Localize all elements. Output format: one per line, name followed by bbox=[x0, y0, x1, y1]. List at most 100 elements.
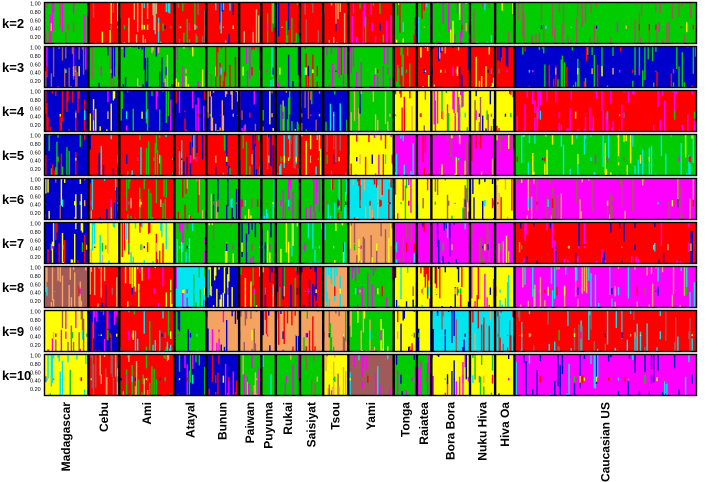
admixture-spike bbox=[539, 110, 542, 120]
admixture-spike bbox=[351, 266, 354, 279]
admixture-spike bbox=[491, 198, 494, 209]
admixture-spike bbox=[120, 377, 122, 381]
dominant-cluster-fill bbox=[174, 46, 207, 88]
admixture-spike bbox=[405, 390, 408, 396]
population-frame bbox=[206, 133, 240, 177]
admixture-spike bbox=[107, 330, 109, 341]
admixture-spike bbox=[384, 134, 387, 149]
admixture-spike bbox=[437, 41, 440, 44]
population-frame bbox=[43, 45, 89, 89]
dominant-cluster-fill bbox=[416, 2, 432, 44]
population-block bbox=[261, 310, 277, 352]
admixture-spike bbox=[521, 321, 523, 352]
admixture-spike bbox=[91, 178, 94, 210]
y-tick-label: 1.00 bbox=[30, 46, 41, 52]
admixture-spike bbox=[151, 46, 153, 54]
admixture-spike bbox=[215, 289, 217, 293]
admixture-spike bbox=[189, 332, 192, 338]
admixture-spike bbox=[533, 171, 535, 176]
admixture-spike bbox=[318, 113, 321, 117]
admixture-spike bbox=[291, 17, 293, 44]
population-frame bbox=[275, 177, 301, 221]
admixture-spike bbox=[363, 2, 366, 27]
admixture-spike bbox=[138, 379, 140, 396]
population-block bbox=[299, 310, 324, 352]
admixture-spike bbox=[225, 242, 228, 264]
admixture-spike bbox=[140, 244, 142, 251]
admixture-spike bbox=[185, 251, 187, 264]
admixture-spike bbox=[326, 154, 328, 164]
admixture-spike bbox=[165, 66, 167, 76]
admixture-spike bbox=[335, 2, 337, 27]
admixture-spike bbox=[377, 119, 379, 132]
admixture-spike bbox=[426, 266, 429, 299]
population-frame bbox=[348, 45, 394, 89]
population-block bbox=[431, 178, 471, 220]
admixture-spike bbox=[370, 286, 372, 296]
admixture-spike bbox=[334, 376, 336, 382]
admixture-spike bbox=[425, 2, 428, 8]
admixture-spike bbox=[516, 156, 519, 162]
admixture-spike bbox=[694, 28, 697, 44]
population-frame bbox=[494, 177, 515, 221]
admixture-spike bbox=[451, 310, 453, 343]
admixture-spike bbox=[465, 141, 467, 176]
population-block bbox=[514, 178, 697, 220]
admixture-spike bbox=[46, 66, 48, 77]
admixture-spike bbox=[408, 178, 410, 186]
admixture-spike bbox=[278, 82, 280, 88]
admixture-spike bbox=[616, 134, 619, 138]
admixture-spike bbox=[545, 154, 547, 164]
admixture-spike bbox=[112, 2, 115, 13]
dominant-cluster-fill bbox=[416, 178, 432, 220]
admixture-spike bbox=[499, 337, 501, 352]
admixture-spike bbox=[581, 2, 583, 27]
admixture-spike bbox=[558, 266, 560, 270]
admixture-spike bbox=[176, 69, 179, 73]
admixture-spike bbox=[400, 323, 402, 352]
population-block bbox=[514, 134, 697, 176]
k-label: k=10 bbox=[2, 368, 31, 383]
admixture-spike bbox=[501, 2, 503, 11]
admixture-spike bbox=[107, 310, 109, 330]
admixture-spike bbox=[504, 113, 507, 117]
admixture-spike bbox=[472, 310, 474, 323]
admixture-spike bbox=[442, 310, 444, 317]
admixture-spike bbox=[545, 134, 547, 137]
admixture-spike bbox=[286, 202, 289, 205]
admixture-spike bbox=[543, 25, 545, 44]
admixture-spike bbox=[446, 134, 449, 142]
admixture-spike bbox=[132, 113, 134, 118]
admixture-spike bbox=[142, 34, 144, 44]
admixture-spike bbox=[571, 46, 574, 51]
dominant-cluster-fill bbox=[469, 46, 496, 88]
admixture-spike bbox=[116, 360, 118, 396]
admixture-spike bbox=[436, 90, 439, 124]
admixture-spike bbox=[424, 134, 427, 153]
admixture-spike bbox=[660, 222, 663, 246]
population-frame bbox=[261, 133, 277, 177]
admixture-spike bbox=[483, 386, 485, 396]
admixture-spike bbox=[141, 266, 143, 281]
population-frame bbox=[119, 89, 175, 133]
admixture-spike bbox=[185, 75, 187, 88]
admixture-spike bbox=[139, 134, 141, 141]
admixture-spike bbox=[689, 292, 691, 308]
admixture-spike bbox=[90, 378, 93, 381]
k-label: k=5 bbox=[2, 148, 24, 163]
admixture-spike bbox=[228, 377, 230, 381]
admixture-spike bbox=[83, 134, 86, 141]
admixture-spike bbox=[356, 134, 358, 142]
dominant-cluster-fill bbox=[416, 90, 432, 132]
admixture-spike bbox=[49, 14, 51, 45]
admixture-spike bbox=[61, 199, 64, 207]
admixture-spike bbox=[305, 67, 307, 75]
admixture-spike bbox=[296, 199, 299, 220]
admixture-spike bbox=[349, 372, 351, 396]
admixture-spike bbox=[655, 2, 657, 13]
population-frame bbox=[393, 1, 418, 45]
admixture-spike bbox=[440, 46, 442, 53]
admixture-spike bbox=[574, 252, 577, 264]
admixture-spike bbox=[377, 288, 379, 295]
admixture-spike bbox=[456, 134, 459, 143]
